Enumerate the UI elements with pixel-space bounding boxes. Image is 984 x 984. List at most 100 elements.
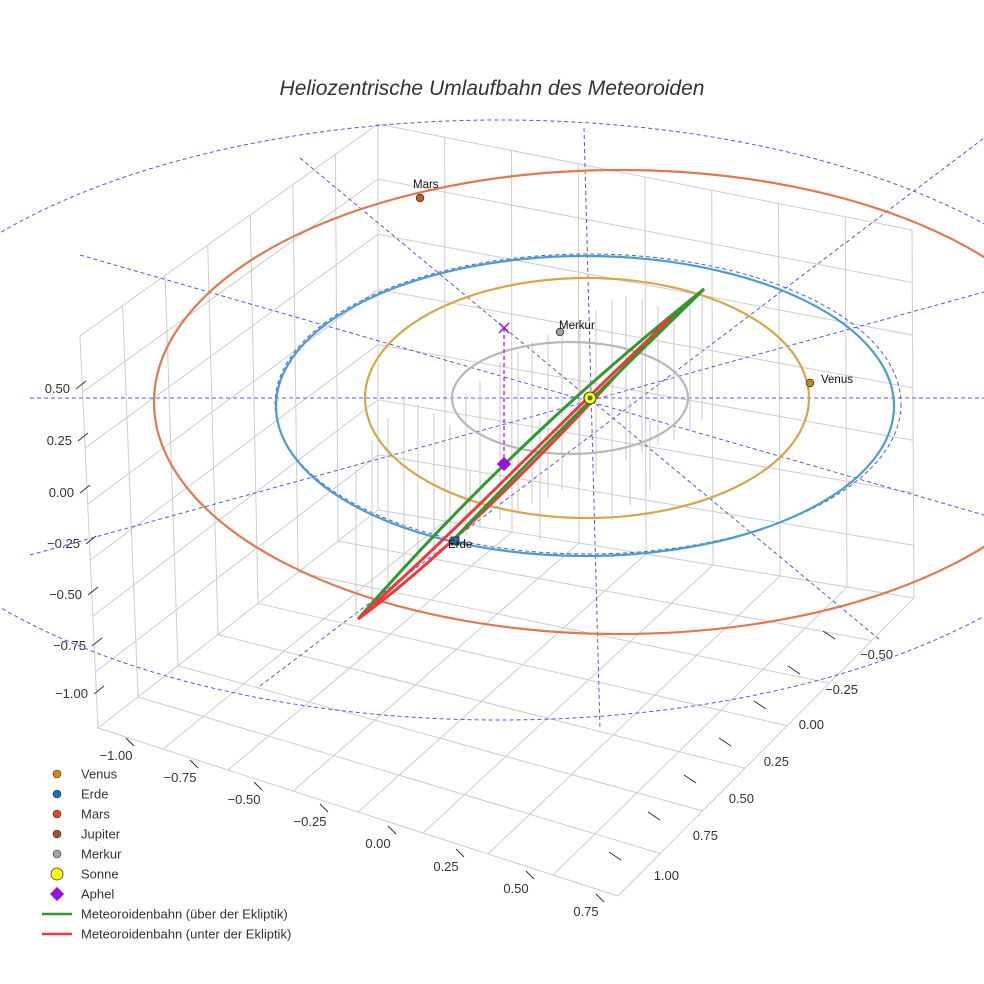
z-tick-label: −0.25 [47,536,80,551]
z-tick-mark [75,380,87,390]
legend-item: Meteoroidenbahn (über der Ekliptik) [42,907,288,922]
x-tick-label: −1.00 [100,748,133,763]
x-tick-label: 0.50 [503,881,528,896]
planet-venus [805,378,815,388]
x-tick-mark [455,848,465,858]
x-tick-label: 0.75 [573,904,598,919]
x-tick-label: −0.50 [228,792,261,807]
legend-label: Meteoroidenbahn (über der Ekliptik) [81,907,288,922]
box-edge [617,597,915,897]
y-tick-label: −0.50 [860,647,893,662]
legend-label: Jupiter [81,827,121,842]
wall-gridline [377,344,914,441]
floor-gridline [337,540,872,642]
wall-gridline [844,216,848,588]
wall-gridline [334,154,339,542]
aphel-marker [496,456,512,472]
z-tick-label: 0.25 [47,433,72,448]
orbit-merkur [450,340,690,456]
legend-label: Meteoroidenbahn (unter der Ekliptik) [81,927,291,942]
aphel-projection-x [498,322,510,334]
wall-gridline [92,399,379,617]
z-tick-mark [93,685,105,695]
y-tick-mark [787,665,801,675]
y-tick-mark [718,737,732,747]
legend-item: Sonne [50,867,119,882]
meteoroid-below-tail [356,578,402,621]
markers: Mars Merkur Venus Erde [413,179,853,551]
floor-gridline [227,531,513,771]
grid-box [79,123,915,897]
x-tick-label: 0.25 [433,859,458,874]
chart-title: Heliozentrische Umlaufbahn des Meteoroid… [280,77,705,100]
planet-erde [450,536,460,546]
wall-gridline [84,233,379,449]
x-tick-mark [125,737,135,747]
legend-label: Sonne [81,867,119,882]
x-tick-mark [189,759,199,769]
z-tick-mark [79,484,91,494]
wall-gridline [377,233,913,336]
wall-gridline [377,399,914,494]
legend-item: Merkur [52,847,122,862]
meteoroid-above-segment [453,287,706,540]
orbit-erde [274,254,896,558]
legend-item: Jupiter [52,827,121,842]
x-tick-label: −0.25 [294,814,327,829]
planet-mars [415,193,425,203]
floor-gridline [422,564,714,834]
y-tick-label: −0.25 [825,682,858,697]
legend-label: Venus [81,767,118,782]
wall-gridline [82,178,379,393]
y-tick-mark [683,774,697,784]
z-tick-mark [77,432,89,442]
legend-swatch [52,789,62,799]
wall-gridline [711,190,714,566]
planet-merkur [555,327,565,337]
floor-gridline [162,520,446,750]
orbit-mars [153,168,984,636]
legend-item: Venus [52,767,118,782]
z-tick-label: −1.00 [55,686,88,701]
y-tick-mark [608,851,622,861]
meteoroid-above-lower [356,287,705,620]
legend-item: Aphel [49,886,114,902]
box-edge [911,229,915,599]
y-tick-mark [753,700,767,710]
planet-orbits [153,168,984,636]
z-tick-label: 0.00 [49,485,74,500]
box-edge [79,335,99,729]
wall-gridline [644,176,647,555]
legend-swatch [49,886,65,902]
x-tick-mark [387,825,397,835]
legend: Venus Erde Mars Jupiter Merkur Sonne Aphel Mete… [42,767,291,942]
orbit-venus [363,276,811,520]
y-tick-label: 0.75 [693,828,718,843]
wall-gridline [577,163,580,544]
wall-gridline [89,344,379,561]
z-tick-label: 0.50 [45,381,70,396]
planet-label: Venus [821,374,853,386]
box-edge [79,123,379,337]
z-tick-label: −0.75 [53,638,86,653]
legend-item: Meteoroidenbahn (unter der Ekliptik) [42,927,291,942]
wall-gridline [377,454,914,546]
z-tick-label: −0.50 [49,587,82,602]
floor-gridline [292,542,580,792]
reference-line [259,137,984,687]
wall-gridline [511,150,513,533]
x-tick-label: −0.75 [164,770,197,785]
wall-gridline [778,203,781,577]
wall-gridline [164,275,179,666]
legend-swatch [52,769,62,779]
reference-line [583,127,601,731]
meteoroid-orbit [356,287,706,621]
y-tick-label: 0.25 [764,754,789,769]
axis-ticks: −1.00 −0.75 −0.50 −0.25 0.00 0.25 0.50 0.75 −0.5… [45,380,893,919]
planet-label: Mars [413,179,439,191]
planet-label: Merkur [559,320,595,332]
legend-swatch [52,829,62,839]
legend-item: Mars [52,807,110,822]
floor-gridline [357,553,647,813]
